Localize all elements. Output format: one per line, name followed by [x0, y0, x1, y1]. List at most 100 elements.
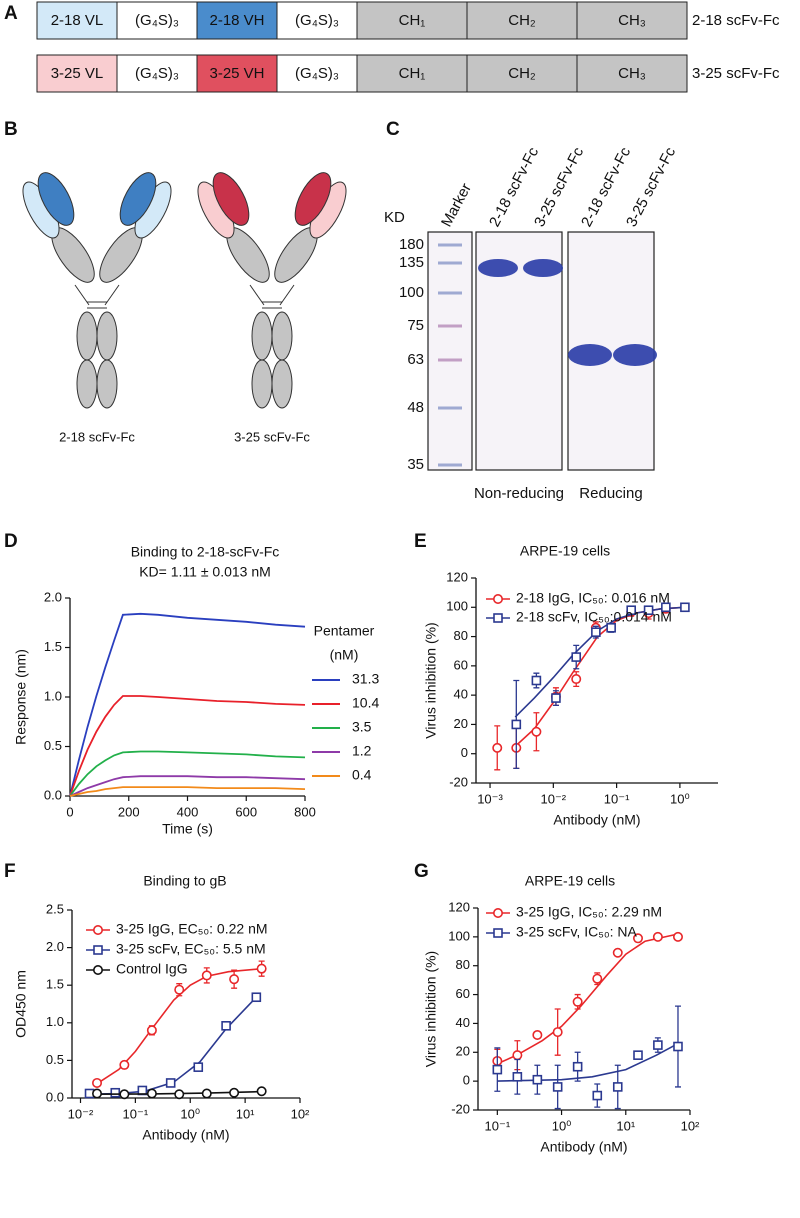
- x-tick-label: 10⁰: [180, 1106, 200, 1121]
- marker: [92, 1088, 103, 1099]
- series-line: [69, 612, 306, 797]
- legend-label: 31.3: [352, 671, 379, 687]
- domain-box: [356, 54, 468, 93]
- domain: [76, 311, 98, 361]
- marker: [572, 996, 583, 1007]
- protein-band: [568, 344, 612, 366]
- marker: [592, 1090, 603, 1101]
- legend-title: Pentamer: [314, 623, 375, 639]
- marker: [492, 742, 503, 753]
- y-tick-label: 60: [456, 986, 470, 1001]
- marker: [92, 1077, 103, 1088]
- domain-label: CH₃: [618, 65, 646, 82]
- marker-label: 180: [399, 236, 424, 253]
- domain-label: (G₄S)₃: [295, 65, 339, 82]
- marker: [221, 1021, 231, 1031]
- protein-band: [523, 259, 563, 277]
- marker: [591, 627, 601, 637]
- legend-label: 3.5: [352, 719, 372, 735]
- legend-label: 3-25 scFv, IC₅₀: NA: [516, 924, 638, 940]
- marker-band: [438, 358, 462, 362]
- series-line: [69, 775, 306, 797]
- marker: [93, 964, 104, 975]
- x-axis-label: Antibody (nM): [553, 812, 640, 828]
- antibody: 3-25 scFv-Fc: [197, 172, 347, 444]
- y-tick-label: 100: [446, 599, 468, 614]
- y-tick-label: 2.5: [46, 901, 64, 916]
- y-axis-label: Virus inhibition (%): [423, 951, 439, 1067]
- condition-label: Non-reducing: [474, 485, 564, 502]
- marker: [251, 992, 262, 1003]
- protein-band: [613, 344, 657, 366]
- domain: [251, 311, 273, 361]
- domain-box: [466, 1, 578, 40]
- legend-label: 3-25 IgG, IC₅₀: 2.29 nM: [516, 904, 662, 920]
- y-tick-label: 0: [463, 1073, 470, 1088]
- marker-band: [438, 291, 462, 295]
- marker-label: 63: [407, 351, 424, 368]
- marker: [552, 1082, 563, 1092]
- marker: [492, 593, 503, 604]
- domain-label: CH₁: [399, 12, 426, 29]
- y-tick-label: 2.0: [44, 589, 62, 604]
- domain-label: 2-18 VH: [209, 12, 264, 29]
- marker: [93, 945, 103, 955]
- hinge: [87, 301, 107, 309]
- domain: [271, 359, 293, 409]
- legend-label: 0.4: [352, 767, 372, 783]
- marker-label: 75: [407, 317, 424, 334]
- domain-label: (G₄S)₃: [135, 65, 179, 82]
- domain: [76, 359, 98, 409]
- antibody-label: 2-18 scFv-Fc: [59, 429, 135, 444]
- marker: [493, 613, 503, 623]
- chart-title: Binding to 2-18-scFv-Fc: [131, 544, 280, 560]
- marker: [511, 719, 522, 730]
- marker: [119, 1059, 130, 1070]
- legend-label: 2-18 scFv, IC₅₀:0.014 nM: [516, 609, 672, 625]
- marker-label: 48: [407, 399, 424, 416]
- marker: [492, 1064, 503, 1075]
- y-tick-label: 60: [454, 657, 468, 672]
- y-tick-label: 20: [454, 716, 468, 731]
- x-tick-label: 10¹: [616, 1118, 635, 1133]
- domain-box: [36, 54, 118, 93]
- marker: [229, 1087, 240, 1098]
- domain: [96, 311, 118, 361]
- marker: [193, 1062, 204, 1072]
- y-tick-label: 1.5: [44, 639, 62, 654]
- marker: [571, 652, 582, 662]
- marker-band: [438, 406, 462, 410]
- marker-band: [438, 261, 462, 265]
- x-tick-label: 10¹: [236, 1106, 255, 1121]
- legend-label: 3-25 IgG, EC₅₀: 0.22 nM: [116, 921, 268, 937]
- marker: [146, 1088, 157, 1099]
- marker: [93, 924, 104, 935]
- x-tick-label: 10⁻¹: [485, 1118, 511, 1133]
- marker: [493, 928, 503, 938]
- x-tick-label: 10⁻¹: [604, 791, 630, 806]
- domain-label: (G₄S)₃: [295, 12, 339, 29]
- lane-label: Marker: [438, 181, 475, 230]
- fit-curve: [496, 933, 679, 1065]
- protein-band: [478, 259, 518, 277]
- y-tick-label: 0.0: [44, 787, 62, 802]
- gel-lane-box: [427, 231, 473, 471]
- marker: [612, 1082, 623, 1092]
- marker: [229, 974, 240, 985]
- y-tick-label: 1.5: [46, 977, 64, 992]
- domain: [251, 359, 273, 409]
- marker: [531, 726, 542, 737]
- y-tick-label: 0.5: [44, 738, 62, 753]
- chart-title: ARPE-19 cells: [525, 873, 615, 889]
- x-tick-label: 800: [294, 804, 316, 819]
- domain-label: CH₁: [399, 65, 426, 82]
- domain: [96, 359, 118, 409]
- marker: [673, 1041, 683, 1052]
- arm-link: [74, 284, 90, 306]
- gel-unit: KD: [384, 209, 405, 226]
- domain-box: [196, 54, 278, 93]
- panel-letter: F: [4, 861, 16, 882]
- marker: [492, 907, 503, 918]
